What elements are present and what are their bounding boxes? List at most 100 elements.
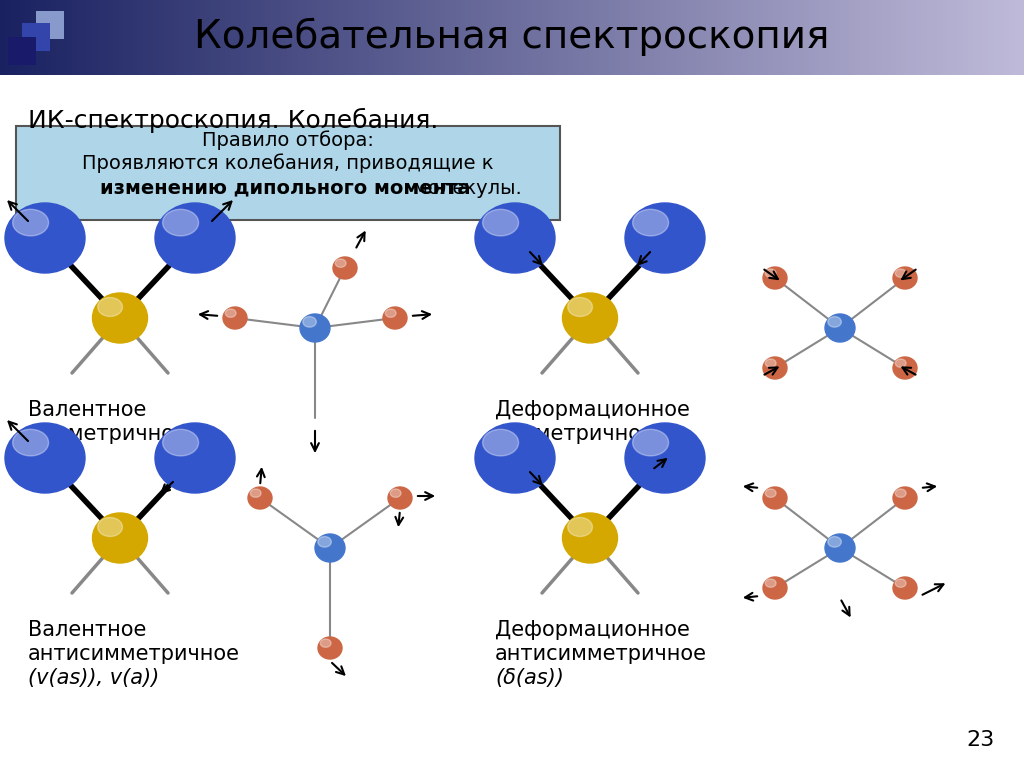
Ellipse shape xyxy=(482,429,518,456)
Bar xyxy=(379,0,385,75)
Bar xyxy=(993,0,999,75)
Ellipse shape xyxy=(303,316,316,327)
Ellipse shape xyxy=(385,309,396,317)
Bar xyxy=(317,0,324,75)
Bar xyxy=(865,0,871,75)
Bar xyxy=(348,0,354,75)
Bar xyxy=(855,0,861,75)
Ellipse shape xyxy=(475,203,555,273)
Bar xyxy=(911,0,918,75)
Bar xyxy=(22,23,50,51)
Ellipse shape xyxy=(12,210,48,236)
Bar xyxy=(297,0,303,75)
Bar xyxy=(46,0,52,75)
Bar xyxy=(630,0,636,75)
Bar xyxy=(937,0,943,75)
Bar xyxy=(118,0,124,75)
Bar xyxy=(302,0,308,75)
Ellipse shape xyxy=(92,293,147,343)
Bar xyxy=(261,0,267,75)
Bar xyxy=(154,0,160,75)
Bar xyxy=(338,0,344,75)
Bar xyxy=(584,0,590,75)
Bar xyxy=(399,0,406,75)
Bar xyxy=(548,0,554,75)
Bar xyxy=(174,0,180,75)
Bar xyxy=(72,0,78,75)
Bar xyxy=(164,0,170,75)
Bar xyxy=(41,0,47,75)
Bar xyxy=(343,0,349,75)
Bar xyxy=(963,0,969,75)
Bar xyxy=(276,0,283,75)
Ellipse shape xyxy=(223,307,247,329)
Bar xyxy=(456,0,462,75)
Bar xyxy=(845,0,851,75)
Ellipse shape xyxy=(895,269,906,277)
Bar xyxy=(113,0,119,75)
Bar xyxy=(451,0,457,75)
Bar xyxy=(440,0,446,75)
Ellipse shape xyxy=(562,293,617,343)
Ellipse shape xyxy=(318,637,342,659)
Ellipse shape xyxy=(763,577,787,599)
Bar xyxy=(266,0,272,75)
Bar xyxy=(333,0,339,75)
Bar xyxy=(579,0,585,75)
Bar xyxy=(133,0,139,75)
Bar xyxy=(51,0,57,75)
Text: (δ(as)): (δ(as)) xyxy=(495,668,564,688)
Bar xyxy=(568,0,574,75)
Text: антисимметричное: антисимметричное xyxy=(28,644,240,664)
Ellipse shape xyxy=(97,518,123,537)
Bar xyxy=(712,0,718,75)
Bar xyxy=(748,0,754,75)
Bar xyxy=(686,0,692,75)
Ellipse shape xyxy=(895,579,906,588)
Bar xyxy=(881,0,887,75)
Bar xyxy=(609,0,615,75)
Bar xyxy=(430,0,436,75)
Ellipse shape xyxy=(335,259,346,267)
Ellipse shape xyxy=(625,423,705,493)
Bar xyxy=(922,0,928,75)
Bar xyxy=(205,0,211,75)
Bar xyxy=(195,0,201,75)
Bar xyxy=(143,0,150,75)
Bar xyxy=(947,0,953,75)
Bar xyxy=(466,0,472,75)
Bar xyxy=(26,0,32,75)
Bar xyxy=(783,0,790,75)
Ellipse shape xyxy=(825,534,855,562)
Bar xyxy=(891,0,897,75)
Bar xyxy=(435,0,441,75)
Bar xyxy=(773,0,779,75)
Ellipse shape xyxy=(825,314,855,342)
Bar xyxy=(916,0,923,75)
Bar xyxy=(543,0,549,75)
Bar xyxy=(804,0,810,75)
Bar xyxy=(594,0,600,75)
Bar xyxy=(5,0,11,75)
Bar xyxy=(850,0,856,75)
Bar xyxy=(737,0,743,75)
Bar xyxy=(722,0,728,75)
Ellipse shape xyxy=(475,423,555,493)
Bar xyxy=(614,0,621,75)
Bar xyxy=(246,0,252,75)
Bar xyxy=(425,0,431,75)
Bar xyxy=(973,0,979,75)
Bar xyxy=(635,0,641,75)
Ellipse shape xyxy=(827,537,842,547)
Bar xyxy=(968,0,974,75)
Bar xyxy=(36,11,63,39)
Bar xyxy=(282,0,288,75)
Bar xyxy=(77,0,83,75)
Bar xyxy=(696,0,702,75)
Text: Валентное: Валентное xyxy=(28,620,146,640)
Bar xyxy=(128,0,134,75)
Bar xyxy=(82,0,88,75)
Bar xyxy=(461,0,467,75)
Bar xyxy=(829,0,836,75)
Ellipse shape xyxy=(225,309,237,317)
